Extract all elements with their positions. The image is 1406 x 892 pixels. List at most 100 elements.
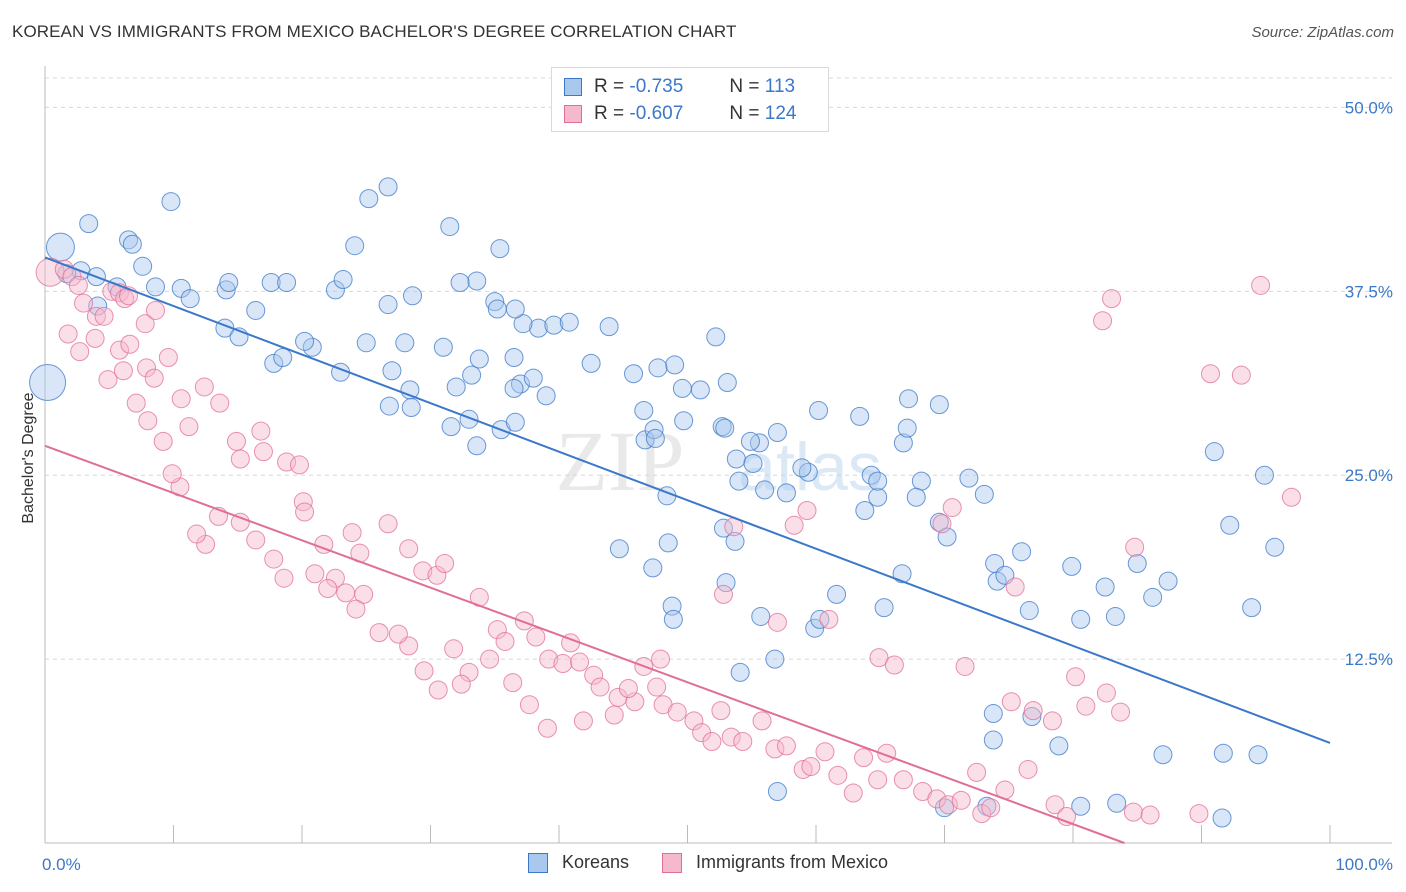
mexico-point <box>702 731 722 751</box>
mexico-point <box>711 701 731 721</box>
koreans-point <box>433 337 453 357</box>
mexico-point <box>305 564 325 584</box>
mexico-point <box>843 783 863 803</box>
koreans-point <box>487 299 507 319</box>
y-tick-label: 12.5% <box>1345 650 1393 669</box>
mexico-point <box>927 789 947 809</box>
koreans-point <box>528 318 548 338</box>
source-label: Source: ZipAtlas.com <box>1251 24 1394 41</box>
koreans-point <box>504 378 524 398</box>
mexico-point <box>251 421 271 441</box>
mexico-point <box>797 501 817 521</box>
mexico-point <box>981 798 1001 818</box>
mexico-point <box>346 599 366 619</box>
koreans-point <box>906 487 926 507</box>
mexico-point <box>171 389 191 409</box>
mexico-point <box>94 306 114 326</box>
koreans-point <box>1265 537 1285 557</box>
koreans-point <box>273 348 293 368</box>
mexico-point <box>570 652 590 672</box>
mexico-point <box>1018 759 1038 779</box>
koreans-point <box>1213 743 1233 763</box>
bottom-swatch-blue <box>528 852 548 873</box>
chart-title: KOREAN VS IMMIGRANTS FROM MEXICO BACHELO… <box>12 22 737 41</box>
koreans-point <box>325 280 345 300</box>
koreans-point <box>378 295 398 315</box>
mexico-point <box>135 314 155 334</box>
mexico-point <box>854 748 874 768</box>
mexico-point <box>253 442 273 462</box>
mexico-point <box>459 662 479 682</box>
mexico-point <box>289 455 309 475</box>
koreans-point <box>333 270 353 290</box>
mexico-point <box>793 759 813 779</box>
mexico-point <box>752 711 772 731</box>
koreans-point <box>469 349 489 369</box>
koreans-point <box>706 327 726 347</box>
mexico-point <box>487 620 507 640</box>
mexico-point <box>85 328 105 348</box>
mexico-point <box>110 340 130 360</box>
mexico-point <box>684 711 704 731</box>
koreans-point <box>513 314 533 334</box>
mexico-point <box>137 358 157 378</box>
koreans-point <box>379 396 399 416</box>
mexico-point <box>210 393 230 413</box>
koreans-point <box>805 618 825 638</box>
koreans-point <box>450 272 470 292</box>
y-tick-label: 25.0% <box>1345 466 1393 485</box>
mexico-point <box>187 524 207 544</box>
koreans-point <box>776 483 796 503</box>
mexico-point <box>1123 802 1143 822</box>
watermark: ZIP atlas <box>556 413 882 509</box>
mexico-point <box>1125 537 1145 557</box>
koreans-point <box>1049 736 1069 756</box>
mexico-point <box>1093 311 1113 331</box>
mexico-point <box>1111 702 1131 722</box>
mexico-point <box>435 553 455 573</box>
mexico-point <box>68 275 88 295</box>
mexico-point <box>399 539 419 559</box>
koreans-point <box>1242 598 1262 618</box>
y-tick-label: 37.5% <box>1345 282 1393 301</box>
mexico-point <box>295 502 315 522</box>
mexico-point <box>884 655 904 675</box>
koreans-point <box>929 395 949 415</box>
legend-r-label: R = <box>594 76 625 97</box>
koreans-point <box>827 584 847 604</box>
koreans-point <box>1204 442 1224 462</box>
mexico-point <box>1005 577 1025 597</box>
koreans-point <box>643 558 663 578</box>
koreans-point <box>295 331 315 351</box>
x-tick-label: 0.0% <box>42 855 81 874</box>
koreans-point <box>959 468 979 488</box>
koreans-point <box>505 412 525 432</box>
koreans-point <box>755 480 775 500</box>
koreans-point <box>1127 553 1147 573</box>
mexico-point <box>413 561 433 581</box>
mexico-point <box>784 515 804 535</box>
koreans-point <box>1212 808 1232 828</box>
mexico-point <box>938 795 958 815</box>
mexico-point <box>1140 805 1160 825</box>
mexico-point <box>1066 667 1086 687</box>
bottom-legend-label: Koreans <box>562 852 630 872</box>
mexico-point <box>1281 487 1301 507</box>
koreans-point <box>897 418 917 438</box>
mexico-point <box>246 530 266 550</box>
koreans-point <box>983 704 1003 724</box>
koreans-point <box>751 606 771 626</box>
mexico-point <box>162 464 182 484</box>
mexico-point <box>138 411 158 431</box>
mexico-point <box>1057 807 1077 827</box>
mexico-point <box>590 677 610 697</box>
koreans-point <box>1158 571 1178 591</box>
mexico-point <box>126 393 146 413</box>
mexico-point <box>1023 701 1043 721</box>
koreans-point <box>1143 587 1163 607</box>
koreans-point <box>725 531 745 551</box>
koreans-point <box>446 377 466 397</box>
koreans-point <box>79 214 99 234</box>
bottom-swatch-pink <box>662 852 682 873</box>
